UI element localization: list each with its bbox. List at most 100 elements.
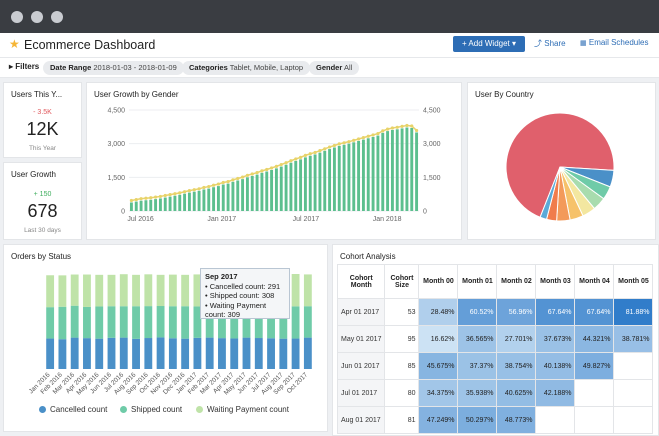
calendar-icon: ▦ [580, 40, 587, 47]
growth-point [134, 197, 138, 202]
users-this-year-widget[interactable]: Users This Y... - 3.5K 12K This Year [3, 82, 82, 158]
growth-bar [202, 189, 206, 211]
growth-bar [270, 169, 274, 211]
window-close-dot[interactable] [11, 11, 23, 23]
cohort-value-cell: 40.138% [535, 352, 576, 380]
user-growth-by-gender-widget[interactable]: User Growth by Gender 0 0 1,500 1,500 3,000 3… [86, 82, 462, 240]
user-growth-widget[interactable]: User Growth + 150 678 Last 30 days [3, 162, 82, 240]
legend-swatch [39, 406, 46, 413]
legend-shipped[interactable]: Shipped count [120, 405, 182, 414]
x-tick-label: Jan 2018 [373, 216, 402, 223]
cohort-value-cell: 50.297% [457, 406, 498, 434]
growth-point [294, 157, 298, 161]
date-range-filter-chip[interactable]: Date Range 2018-01-03 - 2018-01-09 [43, 61, 184, 75]
categories-filter-chip[interactable]: Categories Tablet, Mobile, Laptop [182, 61, 311, 75]
cohort-value-cell [613, 352, 654, 380]
status-bar-segment [107, 274, 116, 307]
status-bar-segment [132, 338, 140, 369]
growth-point [361, 136, 366, 140]
growth-point [332, 143, 337, 148]
widget-title: Orders by Status [11, 252, 72, 261]
status-bar-segment [95, 338, 104, 369]
y-tick-label-right: 0 [423, 209, 427, 216]
growth-bar [376, 135, 380, 211]
growth-point [405, 123, 409, 128]
status-bar-segment [70, 337, 79, 369]
growth-bar [303, 157, 307, 211]
status-bar-segment [95, 274, 104, 307]
growth-point [390, 126, 395, 130]
y-tick-label-right: 4,500 [423, 108, 441, 115]
cohort-value-cell: 45.675% [418, 352, 459, 380]
growth-bar [289, 162, 293, 211]
gender-filter-chip[interactable]: Gender All [309, 61, 360, 75]
cohort-row: May 01 2017 95 16.62% 36.565% 27.701% 37.673%… [336, 325, 654, 353]
status-bar-segment [303, 306, 312, 338]
widget-title: Users This Y... [11, 90, 63, 99]
window-zoom-dot[interactable] [51, 11, 63, 23]
legend-cancelled[interactable]: Cancelled count [39, 405, 107, 414]
growth-bar [381, 132, 385, 211]
y-tick-label-left: 0 [121, 209, 125, 216]
growth-bar [323, 150, 327, 211]
star-icon[interactable]: ★ [9, 37, 20, 51]
growth-bar [183, 193, 187, 211]
status-bar-segment [83, 338, 91, 369]
growth-bar [226, 183, 230, 211]
legend-waiting-payment[interactable]: Waiting Payment count [196, 405, 289, 414]
cohort-column-header[interactable]: Cohort Month [336, 264, 386, 299]
status-bar-segment [279, 338, 288, 369]
growth-bar [410, 127, 414, 211]
status-bar-segment [218, 338, 226, 369]
status-bar-segment [193, 274, 202, 307]
email-schedules-link[interactable]: ▦ Email Schedules [580, 38, 649, 47]
cohort-column-header[interactable]: Cohort Size [384, 264, 420, 299]
status-bar-segment [303, 274, 312, 307]
cohort-header-row: Cohort Month Cohort Size Month 00 Month 01 M… [336, 264, 654, 299]
growth-point [400, 124, 404, 129]
status-bar-segment [267, 338, 275, 369]
cohort-value-cell [535, 406, 576, 434]
cohort-table: Cohort Month Cohort Size Month 00 Month 01 M… [336, 264, 654, 434]
user-by-country-widget[interactable]: User By Country [467, 82, 656, 240]
growth-point [327, 145, 332, 149]
growth-point [366, 134, 370, 138]
growth-bar [294, 160, 298, 211]
growth-bar [236, 180, 240, 211]
status-bar-segment [58, 275, 67, 307]
growth-chart: 0 0 1,500 1,500 3,000 3,000 4,500 4,500 Jul 2016… [107, 108, 441, 224]
cohort-value-cell: 16.62% [418, 325, 459, 353]
growth-bar [144, 200, 148, 211]
share-link[interactable]: ⤴ Share [534, 39, 566, 48]
cohort-column-header[interactable]: Month 04 [574, 264, 615, 299]
growth-bar [163, 197, 167, 211]
status-bar-segment [291, 306, 300, 339]
cohort-value-cell: 37.673% [535, 325, 576, 353]
cohort-month-cell: Aug 01 2017 [336, 406, 386, 434]
cohort-row: Jul 01 2017 80 34.375% 35.938% 40.625% 42.188… [336, 379, 654, 407]
status-bar-segment [291, 338, 300, 369]
cohort-column-header[interactable]: Month 05 [613, 264, 654, 299]
cohort-column-header[interactable]: Month 00 [418, 264, 459, 299]
cohort-analysis-widget[interactable]: Cohort Analysis Cohort Month Cohort Size M… [332, 244, 659, 436]
cohort-column-header[interactable]: Month 01 [457, 264, 498, 299]
growth-point [240, 175, 245, 179]
growth-bar [332, 147, 336, 211]
status-bar-segment [95, 306, 104, 339]
window-minimize-dot[interactable] [31, 11, 43, 23]
growth-point [178, 191, 182, 195]
cohort-value-cell: 40.625% [496, 379, 537, 407]
growth-bar [415, 132, 419, 211]
status-bar-segment [46, 275, 55, 308]
cohort-column-header[interactable]: Month 02 [496, 264, 537, 299]
growth-point [245, 173, 250, 177]
status-bar-segment [46, 338, 55, 369]
growth-bar [241, 179, 245, 211]
cohort-column-header[interactable]: Month 03 [535, 264, 576, 299]
growth-point [342, 141, 346, 145]
add-widget-button[interactable]: + Add Widget ▾ [453, 36, 525, 52]
growth-bar [255, 174, 259, 211]
filters-toggle[interactable]: ▸ Filters [9, 62, 40, 71]
